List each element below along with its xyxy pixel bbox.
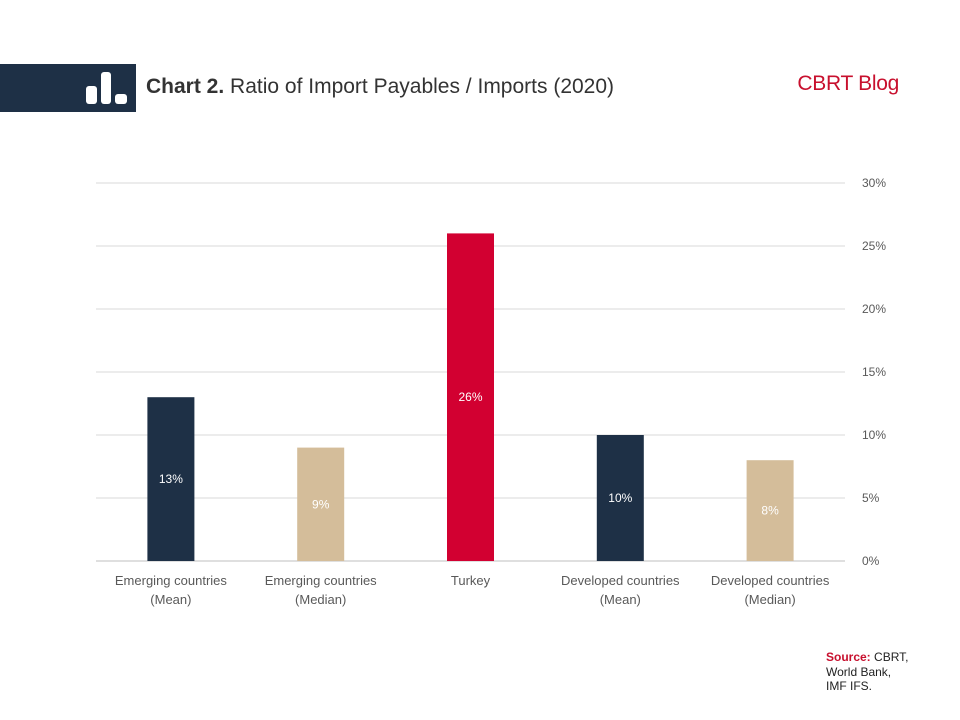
x-tick-label: Emerging countries xyxy=(115,573,227,588)
y-tick-label: 10% xyxy=(862,428,886,442)
x-tick-label: (Mean) xyxy=(600,592,641,607)
y-tick-label: 5% xyxy=(862,491,880,505)
x-tick-label: Developed countries xyxy=(711,573,830,588)
data-label: 10% xyxy=(608,491,632,505)
source-label: Source: xyxy=(826,650,871,664)
bar xyxy=(297,447,345,561)
bar xyxy=(746,460,794,561)
x-tick-label: (Median) xyxy=(295,592,346,607)
chart-title-text: Ratio of Import Payables / Imports (2020… xyxy=(230,75,615,98)
y-tick-label: 15% xyxy=(862,365,886,379)
y-tick-label: 0% xyxy=(862,554,880,568)
y-tick-label: 25% xyxy=(862,239,886,253)
source-line-2: World Bank, xyxy=(826,664,892,679)
x-tick-label: Turkey xyxy=(451,573,491,588)
x-tick-label: (Median) xyxy=(744,592,795,607)
data-label: 9% xyxy=(312,497,330,511)
chart-title: Chart 2. Ratio of Import Payables / Impo… xyxy=(146,75,614,99)
x-tick-label: Developed countries xyxy=(561,573,680,588)
bar-chart-icon xyxy=(86,72,127,104)
source-note: Source: CBRT, World Bank, IMF IFS. xyxy=(826,650,908,694)
bar xyxy=(147,397,195,561)
brand-logo-text: CBRT Blog xyxy=(797,72,899,95)
y-tick-label: 30% xyxy=(862,176,886,190)
header-band xyxy=(0,64,136,112)
x-tick-label: (Mean) xyxy=(150,592,191,607)
y-tick-label: 20% xyxy=(862,302,886,316)
x-tick-label: Emerging countries xyxy=(265,573,377,588)
source-line-1: CBRT, xyxy=(874,650,909,664)
data-label: 8% xyxy=(761,504,779,518)
data-label: 13% xyxy=(159,472,183,486)
source-line-3: IMF IFS. xyxy=(826,679,872,693)
bar xyxy=(447,233,494,561)
bar xyxy=(596,435,644,561)
data-label: 26% xyxy=(458,390,482,404)
chart-title-prefix: Chart 2. xyxy=(146,75,225,98)
